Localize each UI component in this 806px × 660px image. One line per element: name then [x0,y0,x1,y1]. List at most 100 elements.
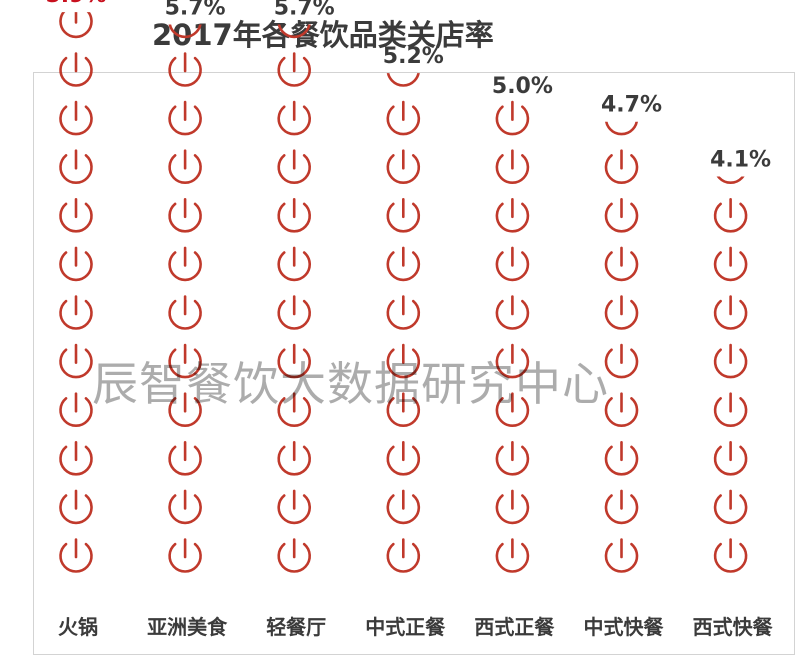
power-icon [713,246,748,282]
bar-column [713,176,748,573]
power-icon [495,343,530,379]
power-icon [277,246,311,282]
power-icon [277,52,311,87]
power-icon [168,52,202,87]
power-icon [604,198,639,233]
power-icon [604,392,639,427]
power-icon [495,392,530,427]
power-icon [277,295,311,330]
power-icon [277,489,311,525]
category-label: 火锅 [58,615,98,639]
power-icon [386,100,421,136]
power-icon [59,392,93,427]
power-icon [277,343,311,379]
power-icon [168,246,202,282]
power-icon [59,100,93,136]
power-icon [168,392,202,427]
power-icon [59,295,93,330]
power-icon [713,538,748,573]
power-icon [59,538,93,573]
power-icon [168,149,202,184]
data-label: 5.7% [274,0,335,21]
category-label: 轻餐厅 [266,615,326,639]
bar-column [386,73,421,573]
power-icon [59,343,93,379]
power-icon [386,343,421,379]
power-icon [713,440,748,476]
power-icon [168,489,202,525]
power-icon [168,538,202,573]
category-label: 中式正餐 [365,615,446,639]
power-icon [277,100,311,136]
power-icon [716,176,745,184]
power-icon [277,24,311,39]
power-icon [168,343,202,379]
category-label: 西式正餐 [474,615,555,639]
power-icon [495,538,530,573]
power-icon [713,392,748,427]
power-icon [713,343,748,379]
power-icon [604,343,639,379]
power-icon [495,100,530,136]
power-icon [713,198,748,233]
data-label: 5.2% [383,44,444,69]
power-icon [59,489,93,525]
power-icon [495,246,530,282]
power-icon [277,538,311,573]
power-icon [386,246,421,282]
bar-column [495,100,530,573]
power-icon [386,73,420,87]
data-label: 5.7% [165,0,226,21]
data-label: 5.9% [45,0,106,8]
power-icon [168,24,202,39]
power-icon [495,149,530,184]
power-icon [495,489,530,525]
power-icon [713,489,748,525]
power-icon [59,149,93,184]
power-icon [59,52,93,87]
power-icon [495,440,530,476]
bar-column [168,24,202,573]
power-icon [59,198,93,233]
power-icon [277,149,311,184]
power-icon [386,295,421,330]
power-icon [604,149,639,184]
power-icon [59,12,93,39]
bar-column [604,121,639,573]
power-icon [168,100,202,136]
power-icon [604,489,639,525]
power-icon [59,440,93,476]
power-icon [604,295,639,330]
category-label: 亚洲美食 [147,615,228,639]
bar-column [277,24,311,573]
bar-column [59,12,93,573]
power-icon [386,198,421,233]
power-icon [168,198,202,233]
power-icon [386,538,421,573]
power-icon [277,392,311,427]
category-label: 西式快餐 [693,615,774,639]
power-icon [605,121,638,136]
power-icon [168,295,202,330]
power-icon [386,149,421,184]
power-icon [168,440,202,476]
power-icon [604,440,639,476]
category-label: 中式快餐 [584,615,665,639]
power-icon [59,246,93,282]
power-icon [495,198,530,233]
power-icon [386,440,421,476]
power-icon [604,538,639,573]
power-icon [495,295,530,330]
data-label: 4.7% [601,93,662,118]
power-icon [386,392,421,427]
power-icon [604,246,639,282]
chart-frame [33,72,795,655]
data-label: 5.0% [492,74,553,99]
power-icon [386,489,421,525]
chart-title: 2017年各餐饮品类关店率 [152,18,494,52]
power-icon [277,440,311,476]
data-label: 4.1% [710,148,771,173]
power-icon [277,198,311,233]
power-icon [713,295,748,330]
